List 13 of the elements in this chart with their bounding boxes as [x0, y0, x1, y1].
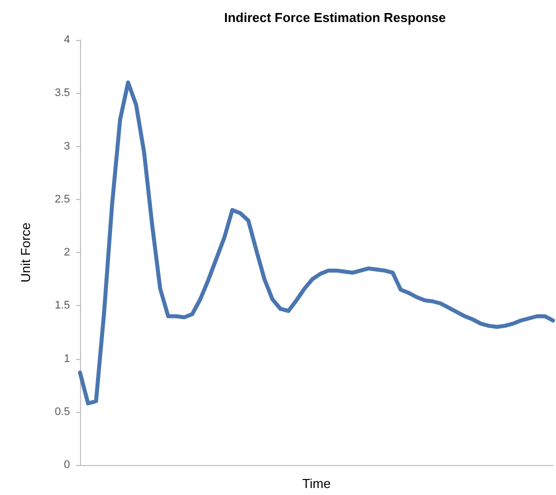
line-series [78, 80, 555, 406]
y-tick-label: 3.5 [54, 87, 70, 100]
y-tick-label: 2.5 [54, 193, 70, 206]
chart-title: Indirect Force Estimation Response [224, 10, 446, 25]
y-tick-label: 1 [64, 352, 70, 365]
y-tick-label: 0.5 [54, 406, 70, 418]
y-tick-label: 2 [64, 246, 70, 258]
y-tick-label: 1.5 [54, 300, 70, 312]
y-tick-label: 0 [64, 459, 70, 471]
y-tick-label: 4 [64, 34, 70, 46]
y-tick-label: 3 [64, 140, 70, 152]
y-axis-title: Unit Force [18, 222, 33, 282]
x-axis-title: Time [302, 476, 331, 491]
